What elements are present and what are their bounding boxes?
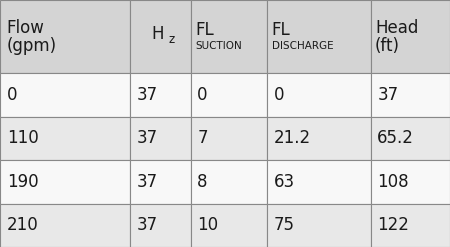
Bar <box>267 73 371 117</box>
Bar <box>371 73 450 117</box>
Text: 122: 122 <box>378 216 409 234</box>
Text: Head: Head <box>375 19 419 37</box>
Bar <box>191 204 267 247</box>
Text: 108: 108 <box>378 173 409 191</box>
Bar <box>267 160 371 204</box>
Bar <box>0 0 130 73</box>
Bar <box>371 204 450 247</box>
Bar <box>130 160 191 204</box>
Text: 210: 210 <box>7 216 39 234</box>
Bar <box>191 160 267 204</box>
Text: DISCHARGE: DISCHARGE <box>272 41 333 51</box>
Text: FL: FL <box>195 21 214 40</box>
Bar <box>0 117 130 160</box>
Text: H: H <box>152 25 164 43</box>
Text: 63: 63 <box>274 173 295 191</box>
Bar <box>0 160 130 204</box>
Text: 7: 7 <box>198 129 208 147</box>
Text: 110: 110 <box>7 129 39 147</box>
Bar <box>371 117 450 160</box>
Bar <box>130 117 191 160</box>
Bar <box>191 0 267 73</box>
Bar <box>191 117 267 160</box>
Text: 37: 37 <box>136 216 158 234</box>
Text: 0: 0 <box>7 86 17 104</box>
Text: 0: 0 <box>198 86 208 104</box>
Text: 190: 190 <box>7 173 38 191</box>
Bar <box>130 0 191 73</box>
Bar <box>371 0 450 73</box>
Text: FL: FL <box>272 21 291 40</box>
Text: 37: 37 <box>136 173 158 191</box>
Text: 21.2: 21.2 <box>274 129 311 147</box>
Text: 8: 8 <box>198 173 208 191</box>
Text: (gpm): (gpm) <box>7 38 57 56</box>
Bar <box>130 73 191 117</box>
Text: 75: 75 <box>274 216 295 234</box>
Bar <box>371 160 450 204</box>
Text: 10: 10 <box>198 216 218 234</box>
Text: 37: 37 <box>136 86 158 104</box>
Text: (ft): (ft) <box>375 38 400 56</box>
Bar <box>0 73 130 117</box>
Bar <box>267 117 371 160</box>
Text: 0: 0 <box>274 86 284 104</box>
Bar <box>267 0 371 73</box>
Text: 37: 37 <box>136 129 158 147</box>
Bar <box>130 204 191 247</box>
Bar <box>267 204 371 247</box>
Text: z: z <box>168 33 175 46</box>
Text: SUCTION: SUCTION <box>195 41 242 51</box>
Bar <box>0 204 130 247</box>
Bar <box>191 73 267 117</box>
Text: Flow: Flow <box>7 19 45 37</box>
Text: 65.2: 65.2 <box>378 129 414 147</box>
Text: 37: 37 <box>378 86 398 104</box>
